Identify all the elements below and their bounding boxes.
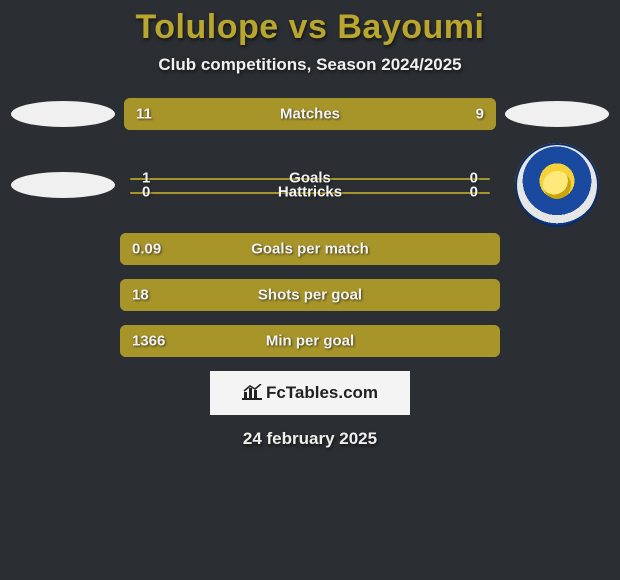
bar-label: Hattricks <box>278 184 342 201</box>
row-matches: 11 Matches 9 <box>0 91 620 137</box>
bar-value-left: 18 <box>132 287 149 304</box>
badge-right-top <box>502 101 612 127</box>
bar-matches: 11 Matches 9 <box>124 98 496 130</box>
footer-box: FcTables.com <box>210 371 410 415</box>
bar-label: Goals per match <box>251 241 369 258</box>
badge-left-mid <box>8 172 118 198</box>
date-line: 24 february 2025 <box>0 429 620 449</box>
subtitle: Club competitions, Season 2024/2025 <box>0 55 620 75</box>
club-crest-icon <box>515 143 599 227</box>
bar-value-left: 0.09 <box>132 241 161 258</box>
bar-fill-right <box>329 98 496 130</box>
badge-left-top <box>8 101 118 127</box>
badge-right-mid <box>502 143 612 227</box>
chart-icon <box>242 384 262 405</box>
bar-value-left: 11 <box>136 106 152 123</box>
bar-spg: 18 Shots per goal <box>120 279 500 311</box>
page-title: Tolulope vs Bayoumi <box>0 0 620 47</box>
bar-label: Matches <box>280 106 340 123</box>
bar-label: Shots per goal <box>258 287 362 304</box>
bar-value-left: 1366 <box>132 333 165 350</box>
bar-label: Min per goal <box>266 333 354 350</box>
bar-value-left: 0 <box>142 184 150 201</box>
ellipse-icon <box>11 172 115 198</box>
bar-gpm: 0.09 Goals per match <box>120 233 500 265</box>
ellipse-icon <box>505 101 609 127</box>
bars-stack: 0.09 Goals per match 18 Shots per goal 1… <box>120 233 500 357</box>
bar-value-right: 0 <box>470 184 478 201</box>
footer-text: FcTables.com <box>266 383 378 403</box>
bar-value-right: 9 <box>476 106 484 123</box>
ellipse-icon <box>11 101 115 127</box>
content-root: Tolulope vs Bayoumi Club competitions, S… <box>0 0 620 580</box>
row-goals: 1 Goals 0 0 Hattricks 0 <box>0 143 620 227</box>
bar-mpg: 1366 Min per goal <box>120 325 500 357</box>
